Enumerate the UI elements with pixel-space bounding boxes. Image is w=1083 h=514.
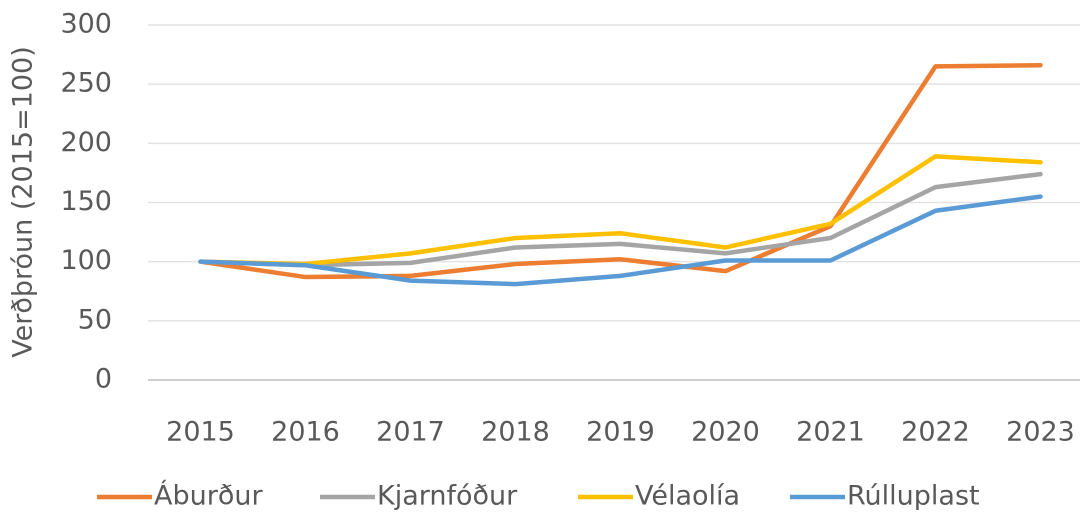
x-tick-label: 2018 [481, 417, 550, 448]
x-tick-label: 2020 [691, 417, 760, 448]
y-axis-label: Verðþróun (2015=100) [8, 46, 39, 358]
y-tick-label: 50 [78, 304, 112, 335]
x-tick-label: 2022 [901, 417, 970, 448]
legend-label: Rúlluplast [847, 481, 980, 512]
y-tick-label: 200 [60, 127, 112, 158]
x-tick-label: 2023 [1006, 417, 1075, 448]
x-tick-label: 2019 [586, 417, 655, 448]
y-tick-label: 300 [60, 9, 112, 40]
legend-label: Kjarnfóður [377, 481, 518, 512]
x-tick-label: 2016 [271, 417, 340, 448]
series-line [198, 154, 1043, 267]
legend-label: Áburður [154, 480, 263, 512]
y-tick-label: 150 [60, 186, 112, 217]
y-tick-label: 0 [95, 364, 112, 395]
x-tick-label: 2015 [166, 417, 235, 448]
series-line [198, 171, 1043, 268]
legend-label: Vélaolía [635, 481, 740, 512]
series-line [198, 62, 1043, 280]
x-tick-label: 2021 [796, 417, 865, 448]
series-line [198, 194, 1043, 287]
y-tick-label: 250 [60, 68, 112, 99]
y-tick-label: 100 [60, 245, 112, 276]
x-tick-label: 2017 [376, 417, 445, 448]
